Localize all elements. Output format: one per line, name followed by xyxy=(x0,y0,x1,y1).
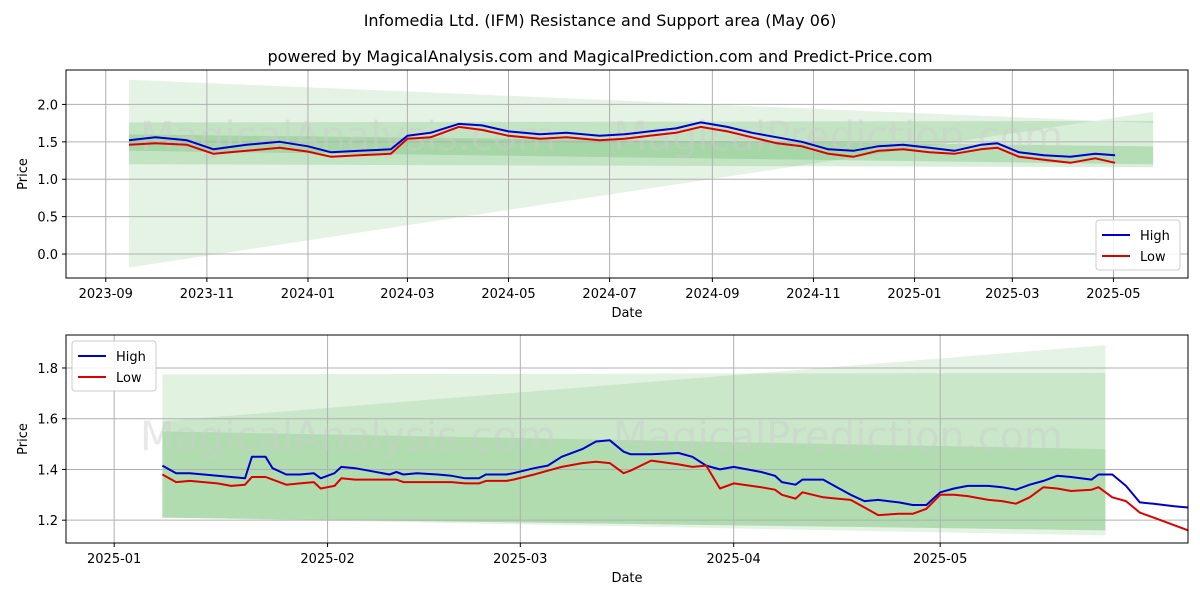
series-line-low xyxy=(128,125,1116,164)
y-tick-label: 1.5 xyxy=(37,136,58,151)
plot-frame xyxy=(65,69,1189,279)
support-resistance-band-0 xyxy=(162,345,1106,536)
y-tick-label: 2.0 xyxy=(37,98,58,113)
top-chart-panel: MagicalAnalysis.com MagicalPrediction.com… xyxy=(16,69,1189,321)
watermark: MagicalPrediction.com xyxy=(613,414,1063,460)
x-tick-label: 2023-09 xyxy=(79,287,133,302)
bottom-chart-panel: MagicalAnalysis.com MagicalPrediction.com… xyxy=(16,334,1189,586)
plot-frame xyxy=(65,334,1189,544)
x-tick-label: 2025-01 xyxy=(887,287,941,302)
support-resistance-band-1 xyxy=(128,120,1154,168)
y-tick-label: 0.5 xyxy=(37,211,58,226)
legend-box xyxy=(1095,219,1181,271)
legend-label-low: Low xyxy=(1140,250,1166,265)
x-tick-label: 2024-11 xyxy=(786,287,840,302)
chart-subtitle: powered by MagicalAnalysis.com and Magic… xyxy=(267,47,932,66)
support-resistance-band-2 xyxy=(162,431,1106,531)
watermark: MagicalPrediction.com xyxy=(613,114,1063,160)
x-axis-label: Date xyxy=(611,306,642,321)
x-tick-label: 2024-01 xyxy=(281,287,335,302)
x-tick-label: 2025-05 xyxy=(1086,287,1140,302)
x-tick-label: 2025-04 xyxy=(707,552,761,567)
support-resistance-band-1 xyxy=(162,373,1106,531)
support-resistance-band-0 xyxy=(128,79,1154,268)
y-axis-label: Price xyxy=(16,423,31,455)
series-line-high xyxy=(161,439,1188,509)
x-tick-label: 2025-05 xyxy=(913,552,967,567)
watermark: MagicalAnalysis.com xyxy=(140,414,556,460)
x-tick-label: 2025-01 xyxy=(87,552,141,567)
y-tick-label: 0.0 xyxy=(37,248,58,263)
x-tick-label: 2024-07 xyxy=(582,287,636,302)
legend-label-high: High xyxy=(1140,229,1170,244)
x-tick-label: 2024-09 xyxy=(685,287,739,302)
legend: High Low xyxy=(71,340,157,392)
x-tick-label: 2024-03 xyxy=(380,287,434,302)
y-tick-label: 1.2 xyxy=(37,514,58,529)
series-line-low xyxy=(161,459,1188,532)
x-axis-label: Date xyxy=(611,571,642,586)
x-tick-label: 2025-02 xyxy=(300,552,354,567)
y-tick-label: 1.4 xyxy=(37,463,58,478)
y-tick-label: 1.8 xyxy=(37,362,58,377)
series-line-high xyxy=(128,121,1116,158)
legend: High Low xyxy=(1095,219,1181,271)
watermark: MagicalAnalysis.com xyxy=(140,114,556,160)
x-tick-label: 2023-11 xyxy=(180,287,234,302)
chart-title: Infomedia Ltd. (IFM) Resistance and Supp… xyxy=(364,11,837,30)
legend-box xyxy=(71,340,157,392)
legend-label-high: High xyxy=(116,350,146,365)
x-tick-label: 2024-05 xyxy=(481,287,535,302)
legend-label-low: Low xyxy=(116,371,142,386)
x-tick-label: 2025-03 xyxy=(985,287,1039,302)
y-tick-label: 1.0 xyxy=(37,173,58,188)
y-axis-label: Price xyxy=(16,158,31,190)
x-tick-label: 2025-03 xyxy=(493,552,547,567)
y-tick-label: 1.6 xyxy=(37,413,58,428)
